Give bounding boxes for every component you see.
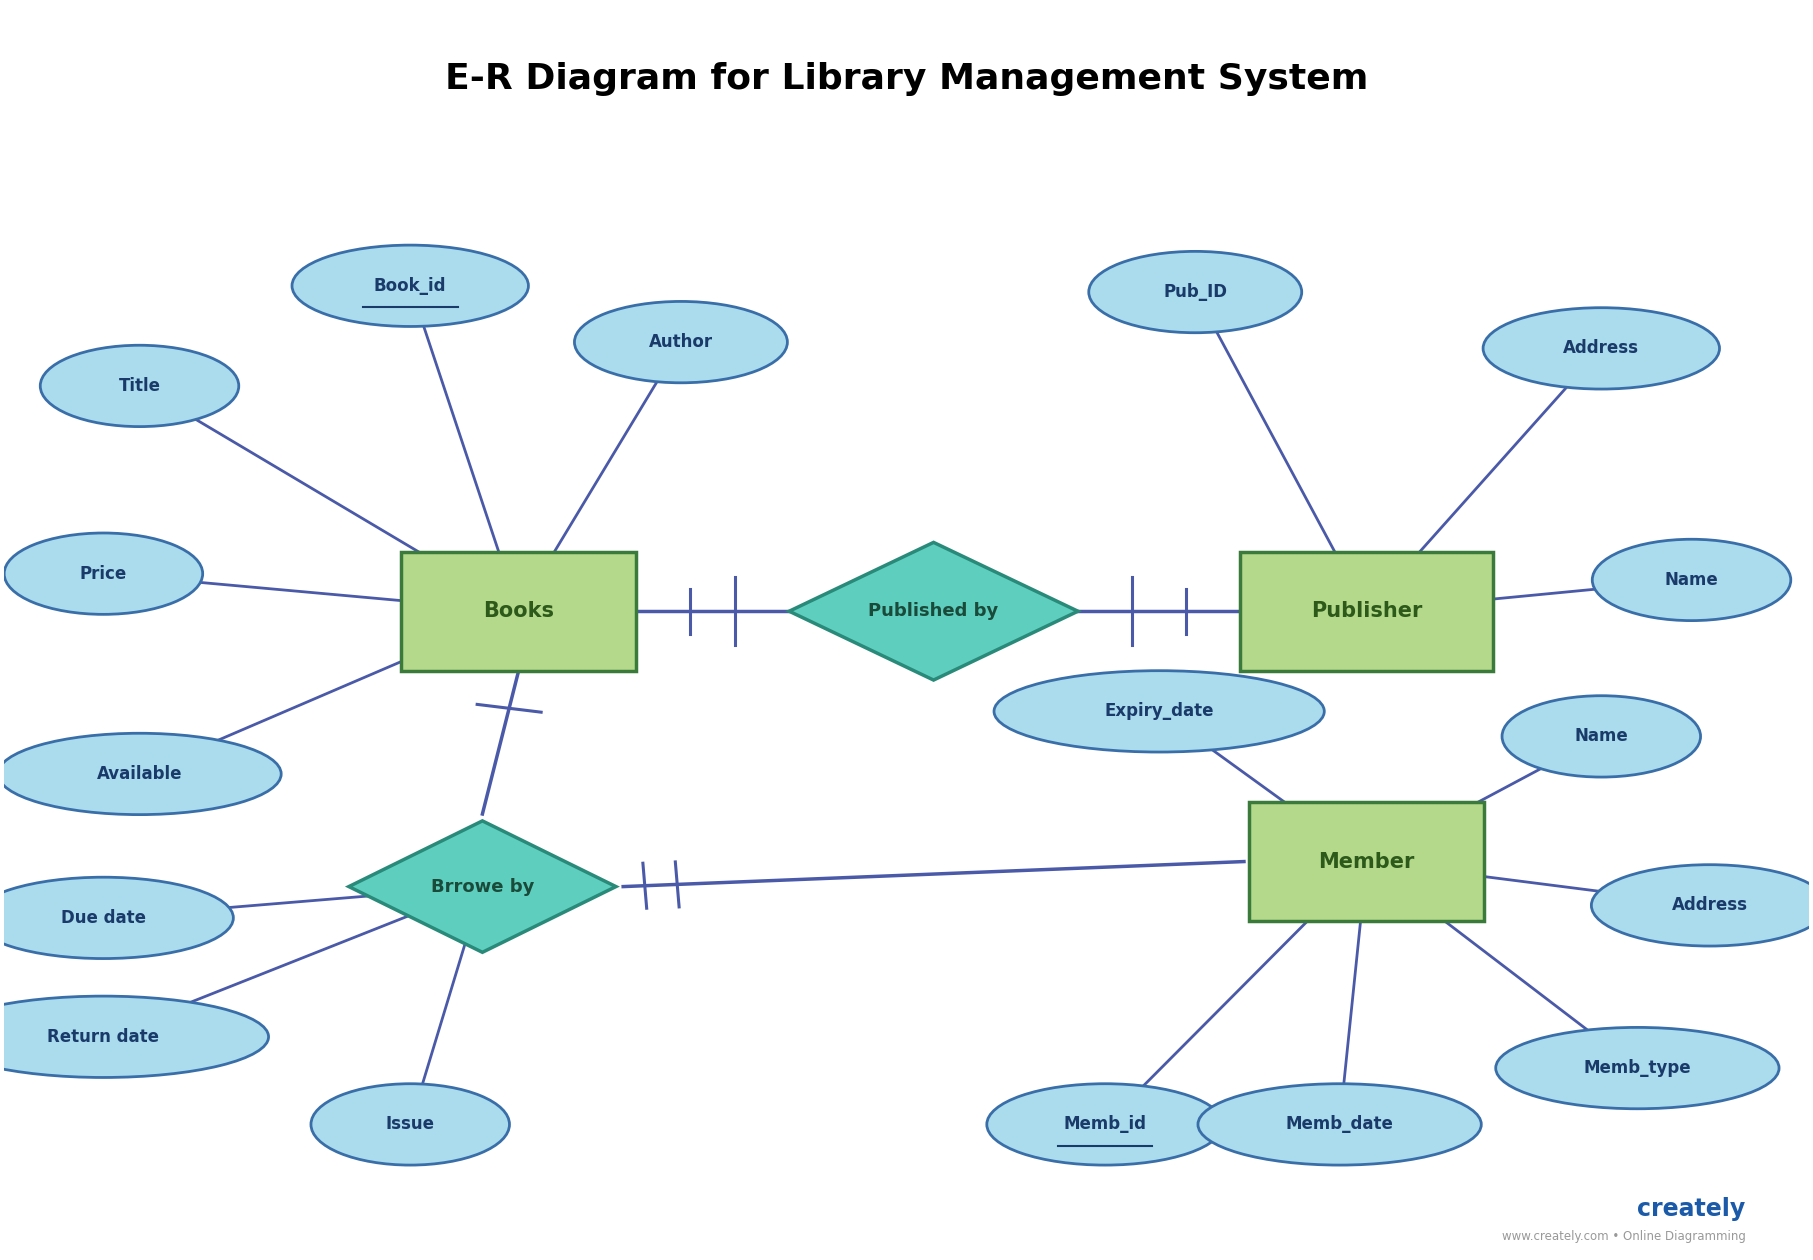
Ellipse shape [1198, 1084, 1481, 1166]
Ellipse shape [575, 301, 787, 383]
Text: Address: Address [1563, 339, 1639, 358]
Text: Memb_type: Memb_type [1583, 1060, 1692, 1077]
Ellipse shape [40, 345, 239, 427]
Text: Name: Name [1664, 571, 1719, 588]
Ellipse shape [1090, 252, 1302, 333]
Text: Member: Member [1318, 852, 1414, 872]
Ellipse shape [0, 733, 281, 815]
Ellipse shape [0, 877, 234, 959]
Text: Memb_date: Memb_date [1285, 1115, 1394, 1134]
FancyBboxPatch shape [1249, 803, 1485, 921]
Ellipse shape [1592, 864, 1813, 946]
Text: Title: Title [118, 377, 161, 394]
Ellipse shape [1483, 307, 1719, 389]
Ellipse shape [994, 670, 1323, 752]
Ellipse shape [292, 246, 528, 326]
Text: E-R Diagram for Library Management System: E-R Diagram for Library Management Syste… [444, 62, 1369, 96]
Text: Books: Books [482, 601, 555, 621]
Ellipse shape [1592, 539, 1791, 621]
Text: creately: creately [1637, 1197, 1746, 1221]
Ellipse shape [4, 533, 203, 615]
Text: Memb_id: Memb_id [1064, 1115, 1146, 1134]
Text: Address: Address [1672, 896, 1748, 915]
Text: Book_id: Book_id [373, 277, 446, 295]
Polygon shape [348, 820, 616, 953]
Text: Name: Name [1574, 727, 1628, 746]
Ellipse shape [312, 1084, 509, 1166]
Text: Publisher: Publisher [1311, 601, 1423, 621]
Ellipse shape [0, 997, 268, 1077]
Text: Issue: Issue [386, 1115, 435, 1134]
Ellipse shape [986, 1084, 1224, 1166]
FancyBboxPatch shape [401, 552, 636, 670]
Text: Return date: Return date [47, 1028, 160, 1046]
Text: Published by: Published by [868, 602, 999, 620]
Text: Pub_ID: Pub_ID [1164, 284, 1227, 301]
Polygon shape [789, 542, 1079, 680]
Ellipse shape [1501, 696, 1701, 777]
Text: Price: Price [80, 564, 127, 582]
Text: www.creately.com • Online Diagramming: www.creately.com • Online Diagramming [1501, 1230, 1746, 1244]
Text: Due date: Due date [62, 908, 145, 927]
Text: Author: Author [649, 333, 713, 352]
Ellipse shape [1496, 1027, 1779, 1109]
Text: Expiry_date: Expiry_date [1104, 702, 1215, 721]
Text: Brrowe by: Brrowe by [431, 878, 535, 896]
Text: Available: Available [96, 765, 183, 782]
FancyBboxPatch shape [1240, 552, 1494, 670]
